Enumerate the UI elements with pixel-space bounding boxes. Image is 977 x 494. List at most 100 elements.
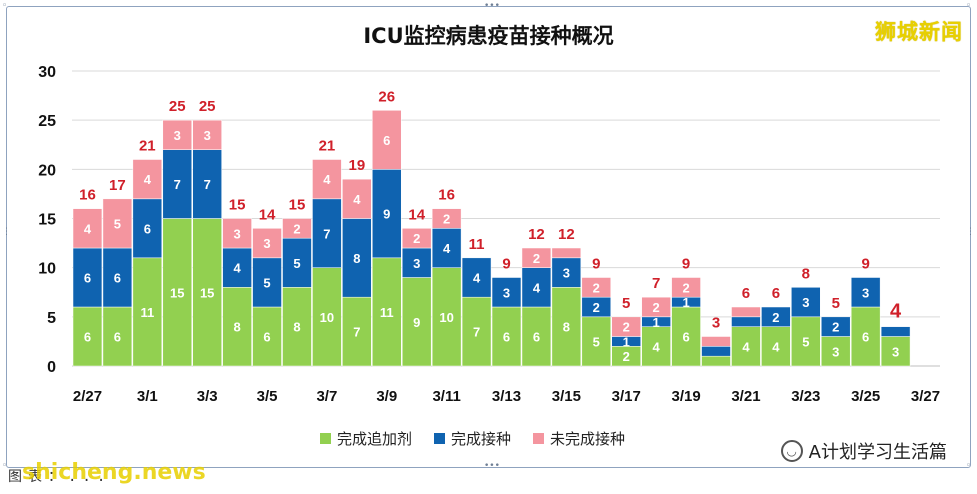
x-tick-label: 3/15 — [552, 388, 581, 405]
segment-label: 5 — [593, 334, 600, 349]
segment-label: 8 — [353, 251, 360, 266]
bar-segment — [701, 336, 731, 347]
segment-label: 6 — [383, 133, 390, 148]
total-label: 6 — [772, 285, 780, 302]
segment-label: 3 — [263, 236, 270, 251]
bar-segment — [252, 228, 282, 259]
bar-segment — [491, 306, 522, 367]
segment-label: 3 — [892, 344, 899, 359]
segment-label: 2 — [682, 280, 689, 295]
segment-label: 4 — [473, 271, 481, 286]
bar-segment — [671, 306, 701, 367]
bar-segment — [372, 257, 402, 367]
resize-handle-top-left[interactable]: ◦ — [2, 1, 8, 11]
bar-segment — [282, 218, 312, 239]
bar-segment — [72, 208, 103, 249]
legend-item-booster: 完成追加剂 — [320, 428, 412, 449]
segment-label: 6 — [862, 330, 869, 345]
segment-label: 8 — [563, 320, 570, 335]
bar-segment — [372, 110, 402, 170]
bar-segment — [880, 336, 911, 367]
segment-label: 5 — [114, 216, 121, 231]
total-label: 25 — [169, 98, 186, 115]
resize-handle-bottom[interactable]: ••• — [484, 461, 500, 471]
segment-label: 3 — [862, 285, 869, 300]
x-tick-label: 3/9 — [376, 388, 397, 405]
segment-label: 6 — [144, 221, 151, 236]
total-label: 17 — [109, 177, 126, 194]
segment-label: 8 — [234, 320, 241, 335]
wechat-account: ◡ A计划学习生活篇 — [780, 438, 947, 464]
bar-segment — [282, 237, 312, 288]
x-tick-label: 3/7 — [316, 388, 337, 405]
total-label: 5 — [622, 295, 630, 312]
bar-segment — [431, 228, 462, 268]
bar-segment — [312, 198, 342, 268]
y-tick-label: 30 — [38, 64, 56, 81]
x-tick-label: 3/1 — [137, 388, 158, 405]
bar-segment — [312, 159, 342, 200]
resize-handle-top-right[interactable]: ◦ — [966, 1, 972, 11]
bar-segment — [731, 306, 761, 318]
segment-label: 2 — [593, 300, 600, 315]
segment-label: 7 — [353, 325, 360, 340]
x-tick-label: 3/19 — [671, 388, 700, 405]
total-label: 9 — [592, 256, 600, 273]
bar-segment — [431, 208, 462, 229]
segment-label: 3 — [832, 344, 839, 359]
total-label: 19 — [349, 157, 366, 174]
bar-segment — [72, 247, 103, 308]
bar-segment — [312, 267, 342, 367]
legend-label-unvaccinated: 未完成接种 — [550, 430, 626, 448]
x-tick-label: 3/23 — [791, 388, 820, 405]
bar-segment — [791, 287, 821, 318]
bar-segment — [342, 296, 372, 367]
bar-segment — [401, 277, 432, 367]
segment-label: 6 — [114, 271, 121, 286]
segment-label: 4 — [144, 172, 152, 187]
bar-segment — [342, 218, 372, 298]
bar-segment — [252, 306, 282, 367]
segment-label: 7 — [473, 325, 480, 340]
bar-segment — [282, 287, 312, 367]
segment-label: 3 — [204, 128, 211, 143]
total-label: 15 — [229, 197, 246, 214]
wechat-icon: ◡ — [780, 440, 803, 462]
segment-label: 11 — [380, 305, 394, 320]
legend-swatch-booster — [320, 433, 331, 444]
total-label: 15 — [289, 197, 306, 214]
resize-handle-left[interactable]: ⋮ — [2, 227, 11, 237]
bar-segment — [671, 277, 701, 298]
bar-segment — [551, 247, 582, 259]
total-label: 7 — [652, 275, 660, 292]
segment-label: 2 — [623, 320, 630, 335]
bar-segment — [252, 257, 282, 308]
total-label: 14 — [259, 206, 276, 223]
segment-label: 11 — [140, 305, 154, 320]
segment-label: 4 — [742, 339, 750, 354]
segment-label: 6 — [114, 330, 121, 345]
y-tick-label: 10 — [38, 261, 56, 278]
segment-label: 4 — [443, 241, 451, 256]
resize-handle-bottom-right[interactable]: ◦ — [966, 461, 972, 471]
resize-handle-bottom-left[interactable]: ◦ — [2, 461, 8, 471]
segment-label: 3 — [174, 128, 181, 143]
bar-segment — [222, 218, 252, 249]
segment-label: 7 — [323, 226, 330, 241]
segment-label: 15 — [170, 285, 184, 300]
bar-segment — [192, 119, 222, 150]
total-label: 12 — [558, 226, 575, 243]
total-label: 12 — [528, 226, 545, 243]
total-label: 21 — [139, 138, 156, 155]
segment-label: 6 — [503, 330, 510, 345]
total-label: 14 — [408, 206, 425, 223]
resize-handle-right[interactable]: ⋮ — [966, 227, 975, 237]
x-tick-label: 3/21 — [731, 388, 760, 405]
segment-label: 6 — [263, 330, 270, 345]
segment-label: 4 — [353, 192, 361, 207]
bar-segment — [761, 326, 791, 367]
total-label: 3 — [712, 315, 720, 332]
segment-label: 2 — [832, 320, 839, 335]
bar-segment — [850, 277, 881, 308]
resize-handle-top[interactable]: ••• — [484, 1, 500, 11]
